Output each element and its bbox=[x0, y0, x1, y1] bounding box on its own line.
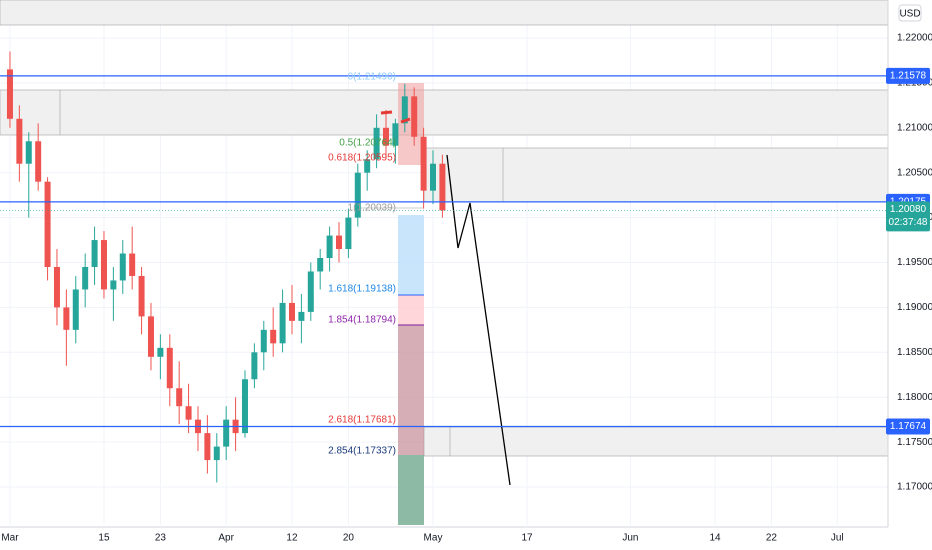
x-tick-label: Jun bbox=[622, 533, 638, 544]
candle-body bbox=[44, 181, 51, 267]
candle-body bbox=[270, 329, 277, 344]
candle-body bbox=[345, 217, 352, 250]
candles bbox=[6, 51, 446, 483]
candle-body bbox=[119, 253, 126, 281]
zone bbox=[423, 147, 889, 203]
x-tick-label: Mar bbox=[1, 533, 19, 544]
candle-body bbox=[223, 419, 230, 447]
candle-body bbox=[392, 123, 399, 146]
y-tick-label: 1.18000 bbox=[897, 392, 932, 403]
currency-box bbox=[898, 4, 922, 22]
x-tick-label: 22 bbox=[766, 533, 778, 544]
fib-label: 0(1.21490) bbox=[348, 72, 396, 83]
candle-body bbox=[176, 388, 183, 407]
candle-body bbox=[326, 235, 333, 259]
candle-body bbox=[439, 163, 446, 211]
candle-body bbox=[430, 163, 437, 191]
candle-body bbox=[110, 280, 117, 290]
candle-body bbox=[16, 118, 23, 164]
zone bbox=[0, 0, 889, 26]
x-tick-label: 12 bbox=[286, 533, 298, 544]
candle-body bbox=[307, 271, 314, 312]
marker bbox=[380, 110, 393, 115]
last-price-box bbox=[886, 201, 930, 232]
candle-body bbox=[335, 235, 342, 250]
candle-body bbox=[382, 127, 389, 146]
x-tick-label: 23 bbox=[155, 533, 167, 544]
candle-body bbox=[166, 347, 173, 389]
fib-zone bbox=[398, 295, 424, 325]
x-tick-label: 15 bbox=[98, 533, 110, 544]
overlay: 0(1.21490) 0.5(1.20764) 0.618(1.20595) 1(1.… bbox=[0, 72, 888, 457]
y-tick-label: 1.22000 bbox=[897, 33, 932, 44]
candle-body bbox=[100, 240, 107, 290]
candle-body bbox=[241, 379, 248, 434]
candle-body bbox=[157, 347, 164, 357]
marker bbox=[400, 117, 411, 124]
candle-body bbox=[411, 96, 418, 137]
candle-body bbox=[138, 275, 145, 317]
x-tick-label: 17 bbox=[521, 533, 533, 544]
y-tick-label: 1.17500 bbox=[897, 437, 932, 448]
fib-label: 0.5(1.20764) bbox=[339, 138, 396, 149]
fib-box bbox=[398, 83, 424, 165]
y-tick-label: 1.19000 bbox=[897, 302, 932, 313]
candle-body bbox=[91, 240, 98, 267]
fib-zone bbox=[398, 325, 424, 455]
candle-body bbox=[373, 127, 380, 160]
candle-body bbox=[129, 253, 136, 276]
x-tick-label: 14 bbox=[709, 533, 721, 544]
fib-label: 1.854(1.18794) bbox=[328, 315, 396, 326]
fib-label: 1(1.20039) bbox=[348, 203, 396, 214]
x-tick-label: Apr bbox=[218, 533, 234, 544]
x-tick-label: 20 bbox=[343, 533, 355, 544]
y-tick-label: 1.19500 bbox=[897, 257, 932, 268]
fib-label: 2.618(1.17681) bbox=[328, 415, 396, 426]
candle-body bbox=[147, 316, 154, 357]
candle-body bbox=[298, 311, 305, 321]
candle-body bbox=[204, 433, 211, 461]
y-tick-label: 1.20500 bbox=[897, 167, 932, 178]
candle-body bbox=[251, 352, 258, 380]
candle-body bbox=[401, 96, 408, 124]
currency: USD bbox=[899, 9, 920, 20]
zone bbox=[0, 89, 889, 136]
candle-body bbox=[260, 329, 267, 353]
candle-body bbox=[82, 266, 89, 290]
fib-label: 1.618(1.19138) bbox=[328, 284, 396, 295]
candle-body bbox=[354, 172, 361, 218]
candle-body bbox=[72, 289, 79, 330]
zone bbox=[423, 426, 889, 457]
fib-label: 0.618(1.20595) bbox=[328, 153, 396, 164]
candle-body bbox=[25, 141, 32, 164]
fib-zone bbox=[398, 455, 424, 525]
price-label: 1.17674 bbox=[890, 421, 927, 432]
candle-body bbox=[288, 302, 295, 321]
price-label: 1.21578 bbox=[890, 71, 927, 82]
candle-body bbox=[364, 159, 371, 173]
price-label-box bbox=[886, 418, 930, 435]
x-tick-label: Jul bbox=[831, 533, 844, 544]
candle-body bbox=[213, 446, 220, 461]
fib-label: 2.854(1.17337) bbox=[328, 446, 396, 457]
candle-body bbox=[185, 406, 192, 420]
fib-zone bbox=[398, 215, 424, 295]
price-label-box bbox=[886, 67, 930, 84]
y-tick-label: 1.21000 bbox=[897, 122, 932, 133]
candle-body bbox=[63, 307, 70, 330]
candle-body bbox=[53, 266, 60, 308]
countdown: 02:37:48 bbox=[889, 217, 928, 228]
candle-body bbox=[35, 141, 42, 182]
x-tick-label: May bbox=[424, 533, 443, 544]
candle-body bbox=[6, 69, 13, 119]
y-tick-label: 1.18500 bbox=[897, 347, 932, 358]
last-price-label: 1.20080 bbox=[890, 204, 927, 215]
candle-body bbox=[317, 258, 324, 272]
candle-body bbox=[279, 302, 286, 344]
candle-body bbox=[420, 136, 427, 191]
y-tick-label: 1.17000 bbox=[897, 482, 932, 493]
